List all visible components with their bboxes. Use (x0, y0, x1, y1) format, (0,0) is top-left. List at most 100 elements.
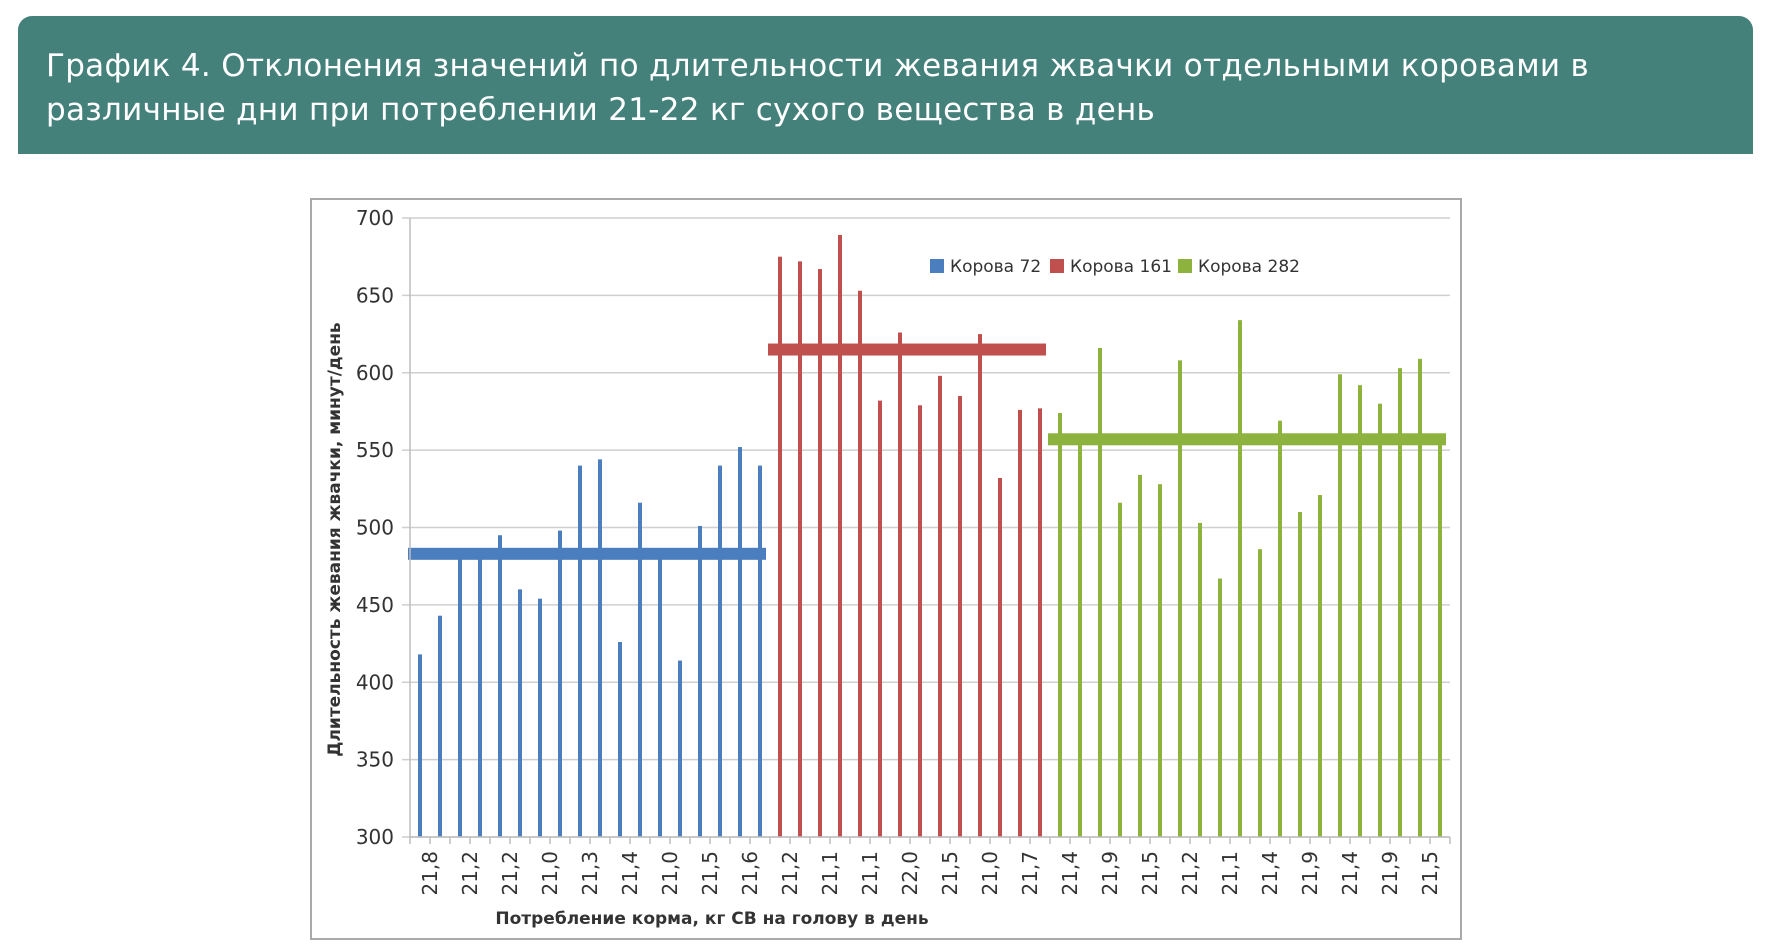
x-tick-label: 21,6 (738, 851, 762, 896)
bar-series-1-15 (698, 525, 702, 837)
bar-series-1-17 (738, 447, 742, 837)
bar-series-1-8 (558, 530, 562, 837)
bar-series-3-8 (1198, 522, 1202, 837)
bar-series-3-6 (1158, 484, 1162, 837)
y-axis-label: Длительность жевания жвачки, минут/день (325, 322, 345, 756)
bar-series-3-18 (1398, 368, 1402, 837)
mean-line-series-3 (1048, 433, 1446, 446)
bar-series-2-11 (978, 334, 982, 837)
x-tick-label: 21,7 (1018, 851, 1042, 896)
x-tick-label: 21,2 (458, 851, 482, 896)
bar-series-2-13 (1018, 409, 1022, 837)
bar-series-3-11 (1258, 549, 1262, 837)
x-tick-label: 21,8 (418, 851, 442, 896)
bar-series-3-19 (1418, 358, 1422, 837)
bar-series-2-6 (878, 400, 882, 837)
bar-series-2-7 (898, 332, 902, 837)
bar-series-2-12 (998, 477, 1002, 837)
y-tick-label: 700 (356, 206, 394, 230)
bar-series-3-10 (1238, 320, 1242, 837)
x-tick-label: 21,0 (978, 851, 1002, 896)
x-tick-label: 21,2 (1178, 851, 1202, 896)
chart-frame: 300 350 400 450 500 550 600 650 700 21,8 21,2 21,2 2… (310, 198, 1462, 940)
y-tick-label: 300 (356, 825, 394, 849)
bar-series-2-10 (958, 395, 962, 837)
legend-swatch-series-3 (1178, 259, 1192, 273)
bar-series-2-8 (918, 405, 922, 837)
bar-series-1-6 (518, 589, 522, 837)
x-tick-label: 21,4 (1258, 851, 1282, 896)
bar-series-3-4 (1118, 502, 1122, 837)
x-tick-label: 21,4 (1338, 851, 1362, 896)
legend-label-series-1: Корова 72 (950, 257, 1041, 277)
bar-series-3-1 (1058, 412, 1062, 837)
bar-series-3-5 (1138, 474, 1142, 837)
bar-series-1-16 (718, 465, 722, 837)
y-tick-label: 350 (356, 748, 394, 772)
y-tick-label: 400 (356, 670, 394, 694)
axes: 300 350 400 450 500 550 600 650 700 21,8 21,2 21,2 2… (356, 206, 1451, 896)
bar-series-3-15 (1338, 374, 1342, 837)
x-tick-label: 21,0 (658, 851, 682, 896)
x-tick-label: 21,9 (1378, 851, 1402, 896)
y-tick-label: 650 (356, 283, 394, 307)
x-tick-label: 21,2 (498, 851, 522, 896)
bar-series-1-1 (418, 654, 422, 837)
x-tick-label: 21,2 (778, 851, 802, 896)
x-tick-label: 21,5 (698, 851, 722, 896)
bar-series-2-4 (838, 235, 842, 838)
y-tick-label: 500 (356, 516, 394, 540)
mean-lines (408, 343, 1446, 560)
bar-series-2-9 (938, 375, 942, 837)
x-tick-label: 21,5 (1418, 851, 1442, 896)
x-axis-label: Потребление корма, кг СВ на голову в ден… (495, 909, 928, 929)
bar-series-3-17 (1378, 403, 1382, 837)
y-tick-label: 450 (356, 593, 394, 617)
x-tick-label: 21,1 (1218, 851, 1242, 896)
x-tick-label: 21,1 (858, 851, 882, 896)
bar-series-2-2 (798, 261, 802, 838)
legend-label-series-2: Корова 161 (1070, 257, 1172, 277)
y-tick-label: 550 (356, 438, 394, 462)
bar-series-2-14 (1038, 408, 1042, 837)
x-tick-label: 21,9 (1298, 851, 1322, 896)
bar-series-1-14 (678, 660, 682, 837)
bar-series-2-1 (778, 256, 782, 837)
x-tick-label: 21,9 (1098, 851, 1122, 896)
bar-series-1-2 (438, 615, 442, 837)
bar-series-3-13 (1298, 512, 1302, 837)
bar-series-3-20 (1438, 440, 1442, 837)
bar-series-3-9 (1218, 578, 1222, 837)
bars (418, 235, 1442, 838)
y-tick-label: 600 (356, 361, 394, 385)
bar-series-3-12 (1278, 420, 1282, 837)
bar-series-1-18 (758, 465, 762, 837)
chart-title: График 4. Отклонения значений по длитель… (46, 48, 1590, 128)
chart-svg: 300 350 400 450 500 550 600 650 700 21,8 21,2 21,2 2… (325, 206, 1451, 929)
bar-series-3-16 (1358, 385, 1362, 837)
mean-line-series-1 (408, 547, 766, 560)
legend-swatch-series-2 (1050, 259, 1064, 273)
bar-series-1-13 (658, 558, 662, 837)
bar-series-1-5 (498, 535, 502, 837)
bar-series-3-14 (1318, 495, 1322, 837)
bar-series-3-3 (1098, 347, 1102, 837)
bar-series-2-5 (858, 290, 862, 837)
grid (402, 217, 1450, 838)
bar-series-1-11 (618, 642, 622, 837)
legend-label-series-3: Корова 282 (1198, 257, 1300, 277)
bar-series-1-7 (538, 598, 542, 837)
bar-series-1-10 (598, 459, 602, 837)
mean-line-series-2 (768, 343, 1046, 356)
legend: Корова 72 Корова 161 Корова 282 (930, 257, 1300, 277)
legend-swatch-series-1 (930, 259, 944, 273)
x-tick-label: 21,0 (538, 851, 562, 896)
x-tick-label: 21,1 (818, 851, 842, 896)
bar-series-1-9 (578, 465, 582, 837)
x-tick-label: 21,3 (578, 851, 602, 896)
bar-series-3-2 (1078, 437, 1082, 837)
x-tick-label: 21,5 (1138, 851, 1162, 896)
x-tick-label: 22,0 (898, 851, 922, 896)
bar-series-1-4 (478, 558, 482, 837)
chart-header: График 4. Отклонения значений по длитель… (18, 16, 1753, 154)
